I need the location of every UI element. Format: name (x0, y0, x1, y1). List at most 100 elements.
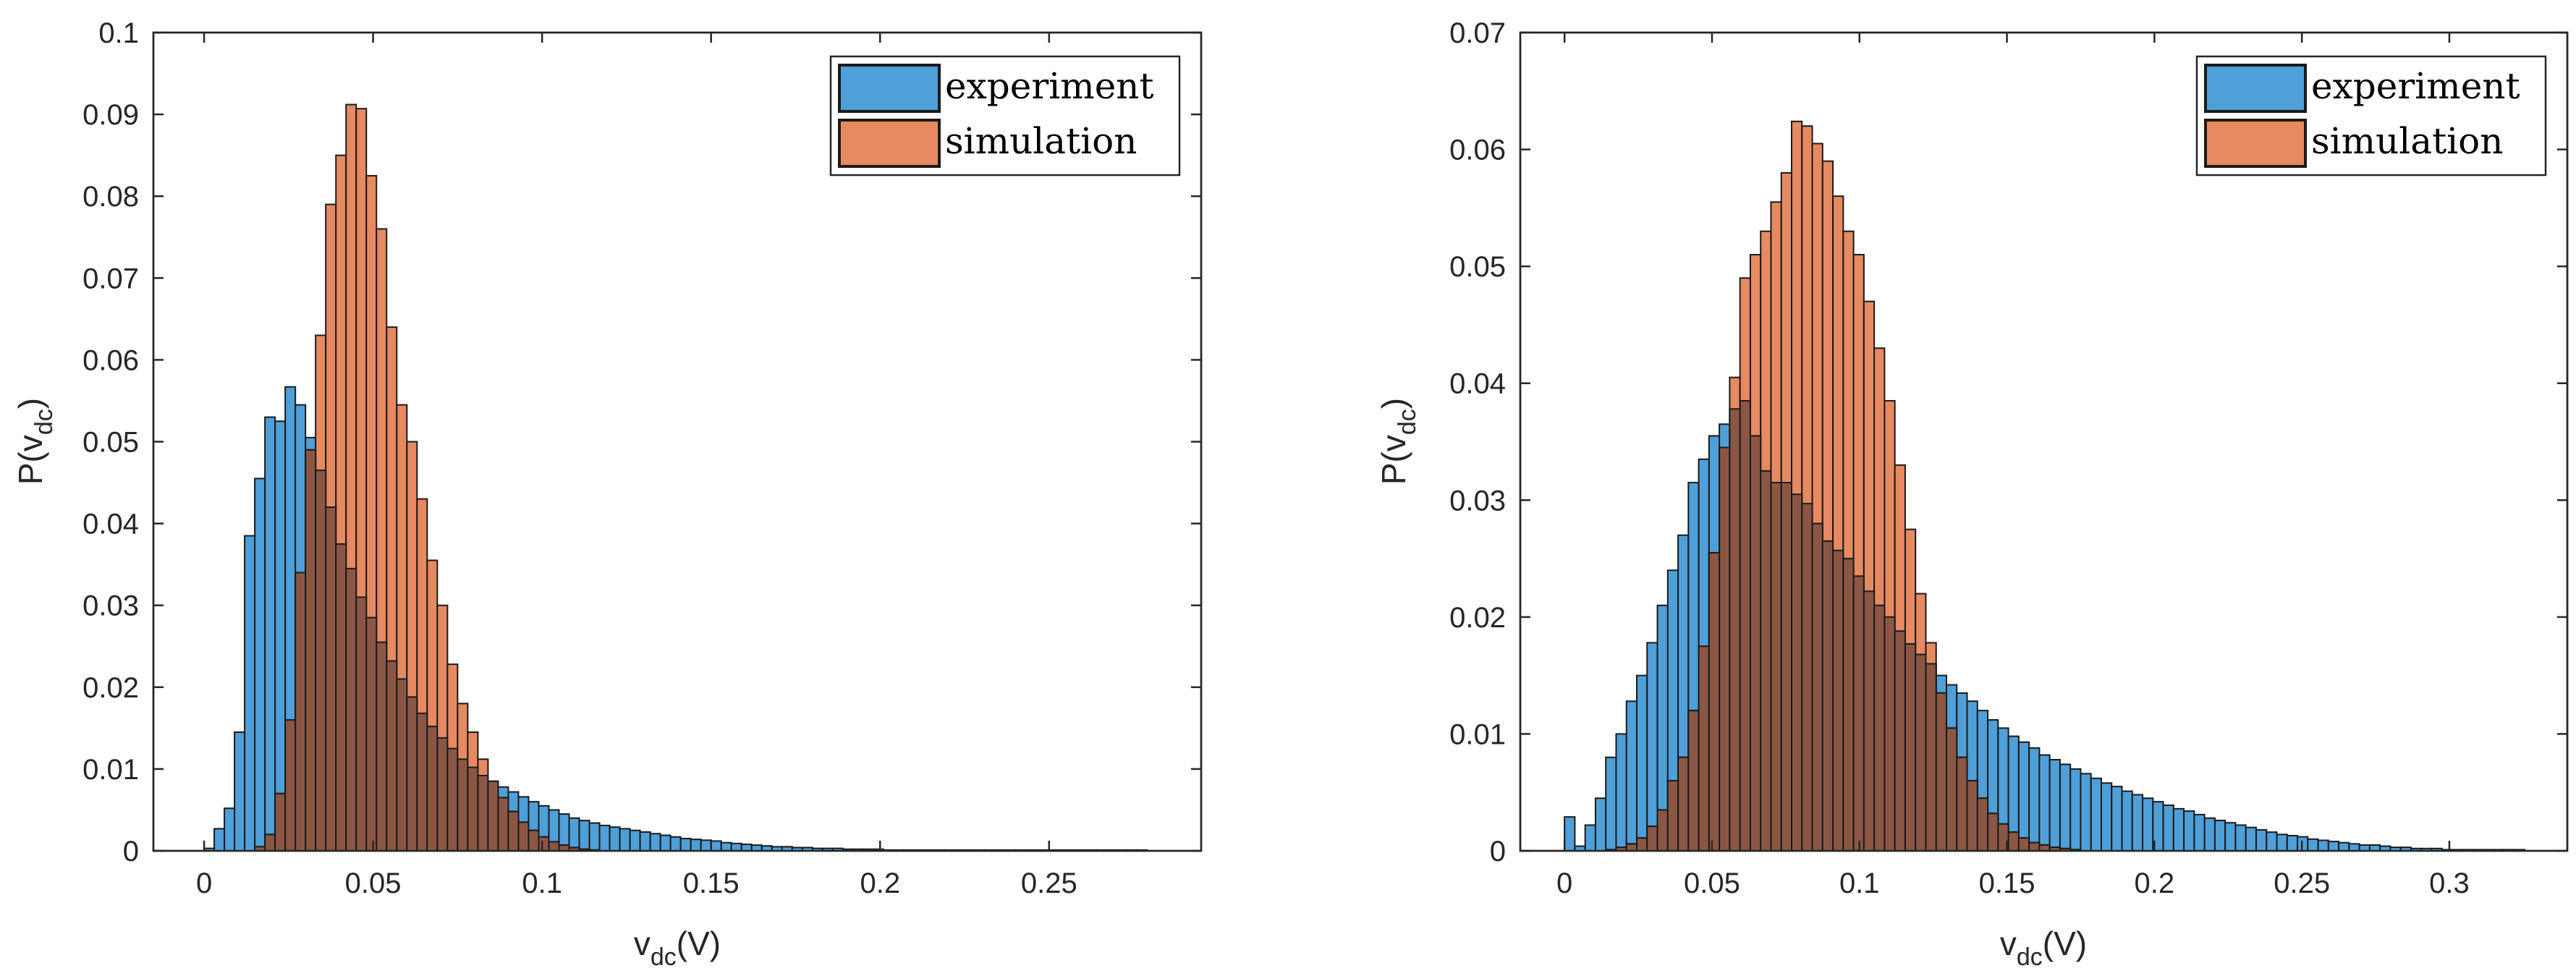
left-overlap-bar (406, 696, 418, 852)
right-experiment-bar (1625, 700, 1638, 852)
left-overlap-bar (436, 737, 449, 852)
right-bars (1564, 120, 2525, 852)
left-experiment-bar (568, 817, 580, 852)
left-y-tick-label: 0.09 (82, 99, 139, 131)
left-overlap-bar (446, 747, 459, 852)
right-overlap-bar (1925, 663, 1937, 852)
left-legend: experiment simulation (829, 55, 1181, 177)
right-overlap-bar (1719, 446, 1731, 852)
left-experiment-bar (740, 843, 753, 852)
right-overlap-bar (1894, 630, 1906, 852)
left-experiment-bar (679, 838, 692, 852)
right-x-tick-label: 0.25 (2274, 867, 2330, 899)
right-y-tick-label: 0.05 (1449, 251, 1506, 283)
right-overlap-bar (1832, 549, 1844, 852)
right-x-tick-label: 0.05 (1684, 867, 1740, 899)
left-legend-swatch-experiment (838, 64, 941, 113)
left-overlap-bar (295, 572, 307, 852)
right-overlap-bar (1739, 399, 1751, 852)
right-experiment-bar (2131, 794, 2144, 852)
left-overlap-bar (396, 678, 408, 852)
left-legend-label-experiment: experiment (945, 65, 1154, 107)
left-y-ticks: 0 0.01 0.02 0.03 0.04 0.05 0.06 0.07 0.08 0.09 0.1 (82, 17, 1201, 867)
left-x-tick-label: 0.2 (860, 867, 900, 899)
right-overlap-bar (1935, 692, 1947, 852)
left-overlap-bar (264, 833, 276, 852)
right-x-tick-label: 0 (1556, 867, 1572, 899)
left-experiment-bar (659, 834, 671, 852)
left-experiment-bar (609, 826, 621, 852)
right-y-tick-label: 0.02 (1449, 602, 1506, 634)
left-overlap-bar (345, 567, 357, 852)
right-experiment-bar (2327, 841, 2340, 852)
right-overlap-bar (1915, 653, 1927, 852)
right-experiment-bar (1605, 756, 1617, 852)
left-experiment-bar (578, 820, 590, 852)
left-overlap-bar (467, 766, 479, 852)
left-overlap-bar (528, 829, 540, 852)
right-legend: experiment simulation (2195, 55, 2547, 177)
right-experiment-bar (2028, 747, 2041, 852)
right-overlap-bar (1801, 503, 1813, 852)
left-y-tick-label: 0.02 (82, 672, 139, 704)
right-overlap-bar (1708, 551, 1721, 852)
left-x-tick-label: 0.1 (522, 867, 562, 899)
right-histogram-panel: 0 0.05 0.1 0.15 0.2 0.25 0.3 0 0.01 0.02 0.03 0.04… (1375, 17, 2569, 971)
right-overlap-bar (1945, 727, 1958, 852)
right-y-tick-label: 0.03 (1449, 485, 1506, 517)
right-experiment-bar (2172, 807, 2185, 852)
left-x-tick-label: 0.15 (683, 867, 740, 899)
left-y-tick-label: 0.1 (98, 17, 139, 49)
left-experiment-bar (619, 828, 631, 852)
left-experiment-bar (244, 535, 256, 852)
left-overlap-bar (548, 841, 560, 852)
left-overlap-bar (325, 506, 337, 852)
right-x-ticks: 0 0.05 0.1 0.15 0.2 0.25 0.3 (1556, 33, 2470, 899)
right-overlap-bar (1821, 540, 1834, 852)
left-x-ticks: 0 0.05 0.1 0.15 0.2 0.25 (196, 33, 1077, 899)
right-overlap-bar (2017, 837, 2030, 852)
left-overlap-bar (305, 449, 317, 852)
left-legend-label-simulation: simulation (945, 120, 1137, 162)
right-overlap-bar (1636, 837, 1648, 852)
right-y-axis-label: P(vdc) (1375, 398, 1421, 485)
right-experiment-bar (2048, 758, 2061, 852)
right-overlap-bar (1842, 558, 1855, 852)
right-experiment-bar (2038, 754, 2051, 852)
left-experiment-bar (639, 831, 651, 852)
left-y-tick-label: 0.04 (82, 509, 139, 540)
left-x-tick-label: 0 (196, 867, 212, 899)
right-experiment-bar (2255, 828, 2268, 852)
left-y-tick-label: 0.05 (82, 427, 139, 459)
right-x-tick-label: 0.3 (2429, 867, 2470, 899)
right-legend-swatch-experiment (2204, 64, 2307, 113)
right-y-tick-label: 0.01 (1449, 718, 1506, 750)
left-y-tick-label: 0.07 (82, 263, 139, 294)
right-overlap-bar (1790, 493, 1803, 852)
right-experiment-bar (2203, 817, 2216, 852)
left-experiment-bar (700, 839, 712, 852)
right-overlap-bar (1656, 809, 1669, 852)
right-experiment-bar (2142, 797, 2154, 852)
left-experiment-bar (690, 839, 702, 852)
left-experiment-bar (649, 833, 661, 852)
right-overlap-bar (1976, 797, 1989, 852)
right-y-tick-label: 0.04 (1449, 368, 1506, 400)
right-experiment-bar (2193, 813, 2206, 852)
right-legend-swatch-simulation (2204, 119, 2307, 168)
right-experiment-bar (2224, 822, 2237, 852)
right-overlap-bar (1729, 408, 1741, 852)
left-histogram-panel: 0 0.05 0.1 0.15 0.2 0.25 0 0.01 0.02 0.03 0.04 0.0… (12, 17, 1203, 971)
right-y-tick-label: 0 (1490, 836, 1506, 867)
right-overlap-bar (1760, 470, 1772, 852)
right-x-axis-label: vdc(V) (2000, 925, 2087, 971)
left-x-tick-label: 0.25 (1021, 867, 1077, 899)
left-overlap-bar (335, 543, 347, 852)
right-overlap-bar (1987, 812, 1999, 852)
right-x-tick-label: 0.2 (2135, 867, 2175, 899)
right-overlap-bar (1770, 482, 1782, 852)
right-legend-label-experiment: experiment (2311, 65, 2520, 107)
right-experiment-bar (2100, 782, 2113, 852)
left-experiment-bar (710, 840, 722, 852)
left-overlap-bar (487, 780, 499, 852)
